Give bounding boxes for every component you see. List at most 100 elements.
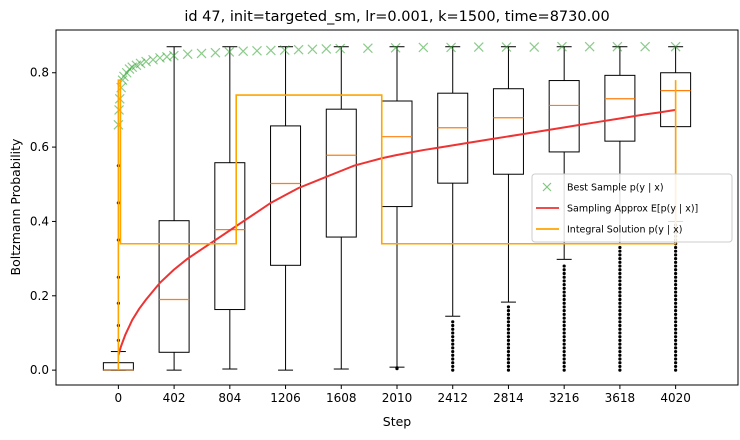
legend-label: Integral Solution p(y | x) [567, 225, 682, 236]
outlier-point [506, 331, 511, 335]
outlier-point [562, 338, 566, 342]
outlier-point [674, 364, 678, 369]
box-group-804 [214, 46, 246, 370]
outlier-point [618, 364, 622, 369]
outlier-point [618, 253, 622, 257]
outlier-point [618, 312, 622, 316]
outlier-point [506, 357, 511, 361]
outlier-point [562, 305, 566, 309]
y-tick-label: 0.2 [30, 289, 49, 303]
outlier-point [562, 346, 566, 350]
x-tick-label: 3216 [549, 391, 580, 405]
best-sample-point [224, 47, 235, 57]
outlier-point [395, 366, 399, 370]
best-sample-point [473, 42, 484, 53]
best-sample-point [362, 43, 373, 54]
box [604, 74, 636, 142]
outlier-point [618, 286, 622, 290]
outlier-point [451, 335, 455, 339]
outlier-point [674, 353, 678, 357]
outlier-point [674, 275, 678, 279]
outlier-point [618, 275, 622, 279]
best-sample-point [307, 44, 318, 55]
outlier-point [562, 364, 566, 369]
outlier-point [562, 342, 566, 346]
outlier-point [674, 260, 678, 264]
outlier-point [451, 342, 455, 346]
chart-title: id 47, init=targeted_sm, lr=0.001, k=150… [184, 9, 609, 25]
sampling-approx-line [117, 108, 676, 356]
outlier-point [618, 346, 622, 350]
box [214, 162, 246, 311]
outlier-point [674, 331, 678, 335]
outlier-point [562, 275, 566, 279]
outlier-point [674, 327, 678, 331]
outlier-point [506, 342, 511, 346]
outlier-point [674, 268, 678, 272]
outlier-point [562, 353, 566, 357]
outlier-point [674, 368, 678, 372]
outlier-point [618, 323, 622, 328]
outlier-point [674, 257, 678, 261]
outlier-point [451, 361, 455, 365]
x-axis: 0 402 804 1206 1608 2010 2412 2814 3216 3618 4020 [115, 385, 691, 405]
y-tick-label: 0.6 [30, 140, 49, 154]
outlier-point [674, 342, 678, 346]
box [325, 108, 357, 238]
outlier-point [618, 268, 622, 272]
outlier-point [451, 353, 455, 357]
x-tick-label: 1206 [270, 391, 301, 405]
y-tick-label: 0.0 [30, 363, 49, 377]
legend: Best Sample p(y | x) Sampling Approx E[p(… [531, 173, 733, 243]
outlier-point [618, 368, 622, 372]
outlier-point [674, 286, 678, 290]
outlier-point [562, 320, 566, 324]
x-tick-label: 804 [218, 391, 241, 405]
outlier-point [618, 260, 622, 264]
outlier-point [562, 327, 566, 331]
outlier-point [618, 338, 622, 342]
outlier-point [674, 245, 678, 250]
x-axis-title: Step [383, 414, 412, 429]
outlier-point [562, 312, 566, 316]
best-sample-point [390, 42, 401, 53]
outlier-point [562, 349, 566, 354]
x-tick-label: 2412 [437, 391, 468, 405]
outlier-point [618, 316, 622, 320]
outlier-point [618, 283, 622, 287]
outlier-point [562, 335, 566, 339]
best-sample-point [210, 47, 221, 58]
outlier-point [674, 338, 678, 342]
outlier-point [674, 249, 678, 253]
outlier-point [562, 331, 566, 335]
outlier-point [618, 290, 622, 294]
integral-solution-line [117, 79, 677, 371]
outlier-point [618, 245, 622, 250]
box-group-2010 [381, 46, 413, 371]
outlier-point [562, 268, 566, 272]
outlier-point [562, 368, 566, 372]
legend-entry: Best Sample p(y | x) [542, 183, 664, 194]
best-sample-point [252, 45, 262, 56]
outlier-point [618, 357, 622, 361]
outlier-point [674, 290, 678, 294]
outlier-point [506, 349, 511, 354]
outlier-point [506, 353, 511, 357]
y-axis: 0.0 0.2 0.4 0.6 0.8 [30, 66, 56, 377]
outlier-point [674, 253, 678, 257]
best-sample-point [182, 49, 193, 60]
outlier-point [506, 305, 511, 309]
box-group-1608 [325, 46, 357, 370]
outlier-point [451, 338, 455, 342]
best-sample-point [418, 42, 429, 53]
outlier-point [506, 364, 511, 369]
outlier-point [674, 279, 678, 283]
x-tick-label: 402 [163, 391, 186, 405]
outlier-point [562, 301, 566, 305]
best-sample-point [529, 42, 540, 53]
box [437, 92, 469, 184]
outlier-point [562, 294, 566, 298]
outlier-point [618, 294, 622, 298]
best-sample-point [117, 75, 128, 86]
